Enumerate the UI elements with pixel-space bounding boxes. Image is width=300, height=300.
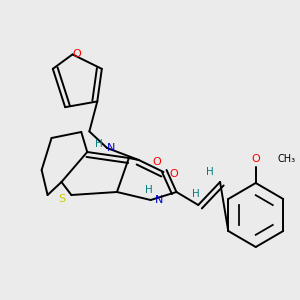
Text: N: N xyxy=(107,143,115,153)
Text: O: O xyxy=(251,154,260,164)
Text: H: H xyxy=(145,185,153,195)
Text: CH₃: CH₃ xyxy=(278,154,296,164)
Text: S: S xyxy=(58,194,65,204)
Text: H: H xyxy=(206,167,214,177)
Text: O: O xyxy=(72,50,81,59)
Text: O: O xyxy=(152,157,161,167)
Text: N: N xyxy=(154,195,163,205)
Text: H: H xyxy=(95,139,103,149)
Text: H: H xyxy=(192,189,200,199)
Text: O: O xyxy=(169,169,178,179)
